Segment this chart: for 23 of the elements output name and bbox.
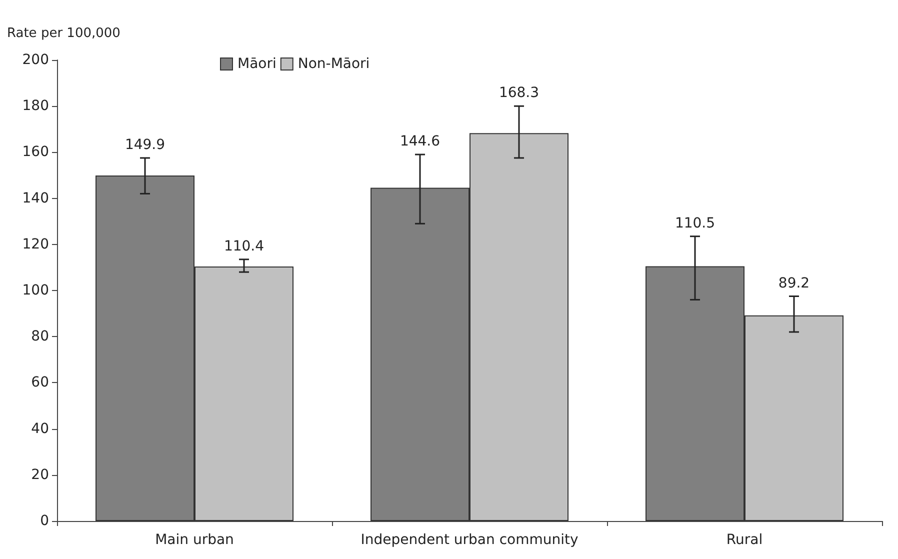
x-tick-label: Main urban [155, 532, 234, 548]
data-label: 110.5 [674, 215, 716, 232]
data-label: 110.4 [224, 238, 264, 254]
legend-label: Māori [238, 56, 276, 72]
legend-label: Non-Māori [298, 56, 370, 72]
y-tick-label: 100 [22, 282, 49, 298]
y-tick-label: 120 [22, 236, 49, 252]
x-tick-label: Rural [726, 532, 763, 548]
data-label: 144.6 [400, 134, 440, 150]
y-tick-label: 180 [22, 98, 49, 114]
y-axis-title: Rate per 100,000 [7, 26, 120, 41]
y-tick-label: 60 [31, 374, 49, 391]
y-tick-label: 160 [22, 144, 49, 160]
y-tick-label: 140 [22, 190, 49, 206]
y-tick-label: 0 [40, 513, 49, 529]
y-tick-label: 80 [31, 328, 49, 345]
data-label: 149.9 [124, 136, 166, 153]
data-label: 89.2 [778, 275, 810, 292]
y-tick-label: 40 [31, 420, 49, 437]
data-label: 168.3 [498, 85, 540, 102]
y-tick-label: 200 [22, 52, 49, 68]
y-tick-label: 20 [31, 466, 49, 483]
x-tick-label: Independent urban community [360, 532, 578, 548]
